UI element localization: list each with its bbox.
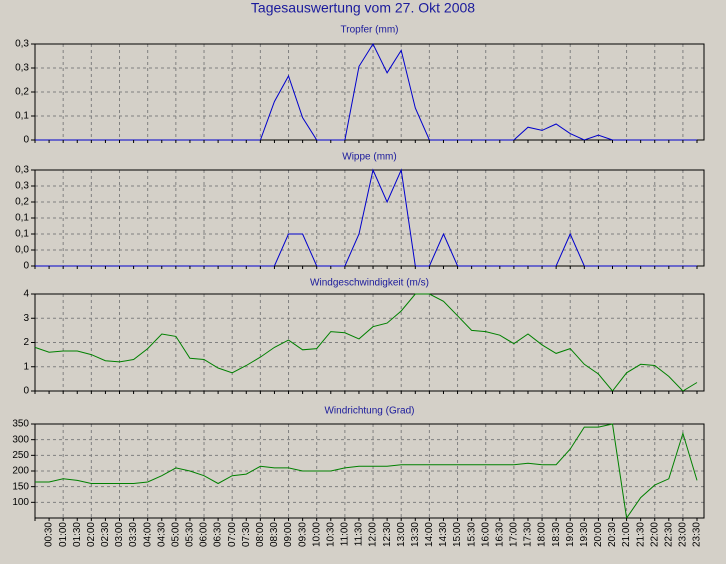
- y-tick-label: 0,3: [15, 39, 29, 50]
- y-tick-label: 2: [23, 337, 29, 348]
- y-tick-label: 350: [12, 419, 29, 430]
- x-tick-label: 10:00: [311, 522, 322, 547]
- x-tick-label: 20:30: [607, 522, 618, 547]
- x-tick-label: 04:30: [156, 522, 167, 547]
- y-tick-label: 0: [23, 261, 29, 272]
- x-tick-label: 05:00: [170, 522, 181, 547]
- x-tick-label: 06:30: [213, 522, 224, 547]
- x-tick-label: 16:30: [494, 522, 505, 547]
- page-title: Tagesauswertung vom 27. Okt 2008: [251, 0, 475, 16]
- x-tick-label: 04:00: [142, 522, 153, 547]
- x-tick-label: 02:30: [100, 522, 111, 547]
- x-tick-label: 22:00: [649, 522, 660, 547]
- y-tick-label: 0,3: [15, 63, 29, 74]
- plot-area: [35, 44, 704, 140]
- x-tick-label: 01:30: [72, 522, 83, 547]
- x-tick-label: 07:00: [227, 522, 238, 547]
- y-tick-label: 0: [23, 386, 29, 397]
- y-tick-label: 0,1: [15, 229, 29, 240]
- plot-border: [34, 293, 705, 392]
- data-line: [35, 423, 698, 520]
- y-tick-label: 3: [23, 313, 29, 324]
- y-tick-label: 1: [23, 361, 29, 372]
- x-tick-label: 13:30: [410, 522, 421, 547]
- x-tick-label: 13:00: [396, 522, 407, 547]
- x-tick-label: 18:00: [537, 522, 548, 547]
- x-tick-label: 17:00: [509, 522, 520, 547]
- x-tick-label: 18:30: [551, 522, 562, 547]
- x-tick-label: 07:30: [241, 522, 252, 547]
- y-tick-label: 0,0: [15, 245, 29, 256]
- data-line: [34, 293, 698, 392]
- x-tick-label: 08:00: [255, 522, 266, 547]
- x-tick-label: 17:30: [523, 522, 534, 547]
- plot-border: [34, 423, 705, 519]
- y-tick-label: 300: [12, 434, 29, 445]
- x-tick-label: 14:30: [438, 522, 449, 547]
- x-tick-label: 21:00: [621, 522, 632, 547]
- x-tick-label: 20:00: [593, 522, 604, 547]
- x-tick-label: 14:00: [424, 522, 435, 547]
- chart-title: Tropfer (mm): [341, 25, 399, 36]
- x-tick-label: 03:30: [128, 522, 139, 547]
- data-line: [35, 168, 697, 267]
- data-line: [35, 42, 697, 141]
- y-tick-label: 150: [12, 481, 29, 492]
- x-tick-label: 03:00: [114, 522, 125, 547]
- x-tick-label: 11:00: [340, 522, 351, 547]
- x-tick-label: 22:30: [663, 522, 674, 547]
- chart-title: Windrichtung (Grad): [324, 406, 414, 417]
- y-tick-label: 0: [23, 135, 29, 146]
- plot-area: [35, 294, 704, 391]
- chart-title: Windgeschwindigkeit (m/s): [310, 278, 429, 289]
- x-tick-label: 01:00: [58, 522, 69, 547]
- x-tick-label: 05:30: [185, 522, 196, 547]
- x-tick-label: 23:00: [678, 522, 689, 547]
- y-tick-label: 0,2: [15, 87, 29, 98]
- x-tick-label: 08:30: [269, 522, 280, 547]
- y-tick-label: 0,2: [15, 197, 29, 208]
- y-tick-label: 0,3: [15, 165, 29, 176]
- x-tick-label: 12:30: [382, 522, 393, 547]
- x-tick-label: 06:00: [199, 522, 210, 547]
- x-tick-label: 09:30: [297, 522, 308, 547]
- y-tick-label: 4: [23, 289, 29, 300]
- x-tick-label: 19:00: [565, 522, 576, 547]
- x-tick-label: 09:00: [283, 522, 294, 547]
- plot-area: [35, 424, 704, 518]
- x-tick-label: 02:00: [86, 522, 97, 547]
- chart-title: Wippe (mm): [342, 152, 396, 163]
- x-tick-label: 15:30: [466, 522, 477, 547]
- x-tick-label: 11:30: [354, 522, 365, 547]
- x-tick-label: 19:30: [579, 522, 590, 547]
- x-tick-label: 16:00: [480, 522, 491, 547]
- y-tick-label: 100: [12, 497, 29, 508]
- y-tick-label: 0,1: [15, 111, 29, 122]
- y-tick-label: 0,3: [15, 181, 29, 192]
- x-tick-label: 21:30: [635, 522, 646, 547]
- plot-border: [34, 43, 705, 141]
- y-tick-label: 200: [12, 466, 29, 477]
- y-tick-label: 250: [12, 450, 29, 461]
- x-tick-label: 23:30: [692, 522, 703, 547]
- x-tick-label: 00:30: [44, 522, 55, 547]
- x-tick-label: 10:30: [325, 522, 336, 547]
- y-tick-label: 0,1: [15, 213, 29, 224]
- plot-border: [34, 169, 705, 267]
- x-tick-label: 15:00: [452, 522, 463, 547]
- x-tick-label: 12:00: [368, 522, 379, 547]
